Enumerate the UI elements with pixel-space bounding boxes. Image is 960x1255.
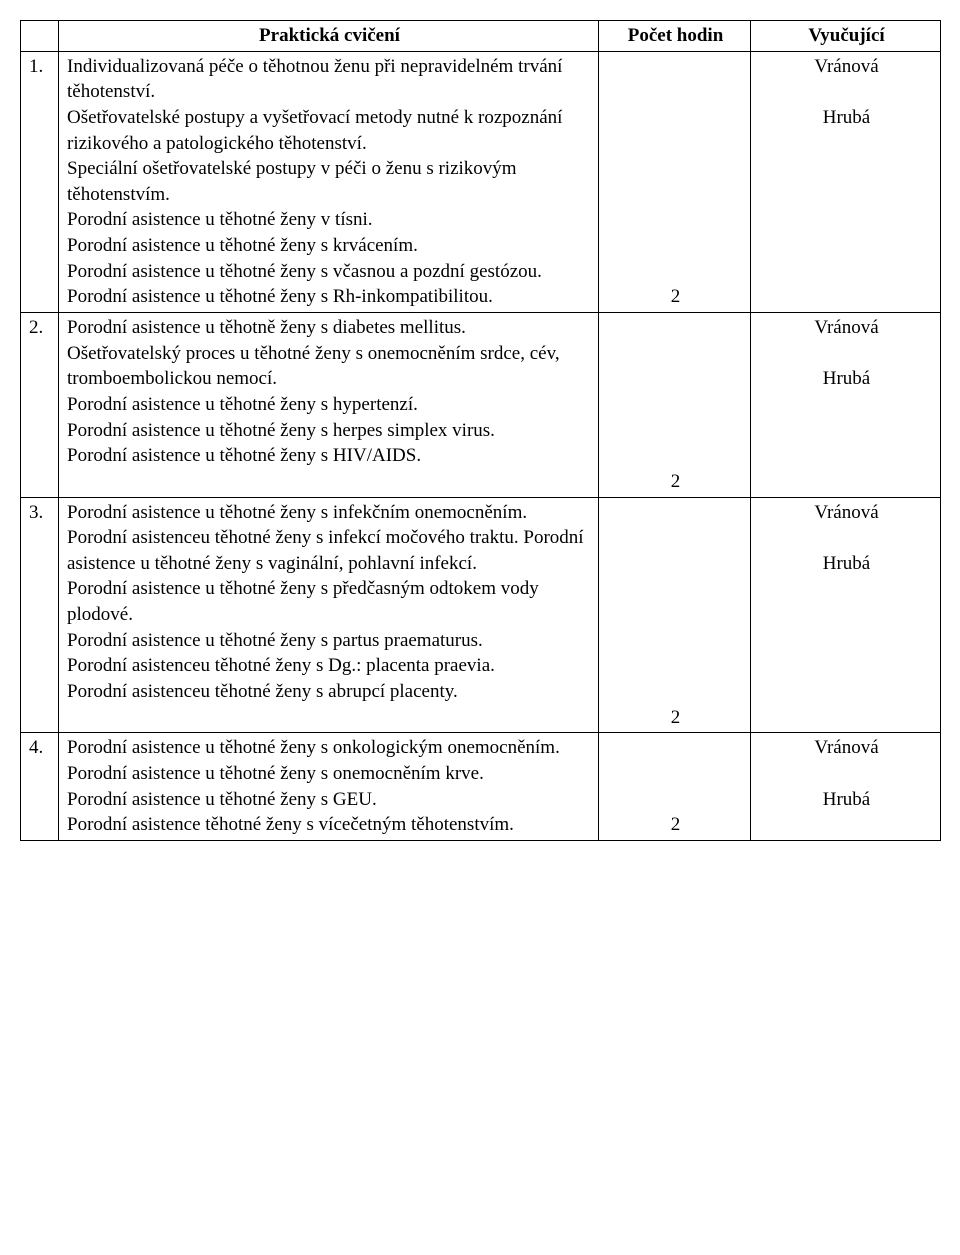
- teacher-name: Hrubá: [823, 107, 870, 128]
- row-teacher: Vránová Hrubá: [751, 51, 941, 312]
- row-topic: Porodní asistence u těhotné ženy s onkol…: [59, 733, 599, 841]
- row-hours: 2: [599, 313, 751, 497]
- col-header-num: [21, 21, 59, 52]
- teacher-name: Hrubá: [823, 368, 870, 389]
- col-header-teacher: Vyučující: [751, 21, 941, 52]
- teacher-name: Vránová: [814, 56, 878, 77]
- col-header-hours: Počet hodin: [599, 21, 751, 52]
- table-row: 2. Porodní asistence u těhotně ženy s di…: [21, 313, 941, 497]
- row-number: 2.: [21, 313, 59, 497]
- row-number: 4.: [21, 733, 59, 841]
- teacher-name: Hrubá: [823, 553, 870, 574]
- row-topic: Porodní asistence u těhotné ženy s infek…: [59, 497, 599, 733]
- teacher-name: Vránová: [814, 737, 878, 758]
- syllabus-table: Praktická cvičení Počet hodin Vyučující …: [20, 20, 941, 841]
- row-number: 3.: [21, 497, 59, 733]
- teacher-name: Vránová: [814, 502, 878, 523]
- row-teacher: Vránová Hrubá: [751, 733, 941, 841]
- table-row: 1. Individualizovaná péče o těhotnou žen…: [21, 51, 941, 312]
- row-teacher: Vránová Hrubá: [751, 313, 941, 497]
- table-row: 3. Porodní asistence u těhotné ženy s in…: [21, 497, 941, 733]
- row-topic: Porodní asistence u těhotně ženy s diabe…: [59, 313, 599, 497]
- row-number: 1.: [21, 51, 59, 312]
- table-row: 4. Porodní asistence u těhotné ženy s on…: [21, 733, 941, 841]
- row-hours: 2: [599, 51, 751, 312]
- row-topic: Individualizovaná péče o těhotnou ženu p…: [59, 51, 599, 312]
- row-teacher: Vránová Hrubá: [751, 497, 941, 733]
- teacher-name: Vránová: [814, 317, 878, 338]
- row-hours: 2: [599, 733, 751, 841]
- col-header-topic: Praktická cvičení: [59, 21, 599, 52]
- teacher-name: Hrubá: [823, 789, 870, 810]
- row-hours: 2: [599, 497, 751, 733]
- table-header-row: Praktická cvičení Počet hodin Vyučující: [21, 21, 941, 52]
